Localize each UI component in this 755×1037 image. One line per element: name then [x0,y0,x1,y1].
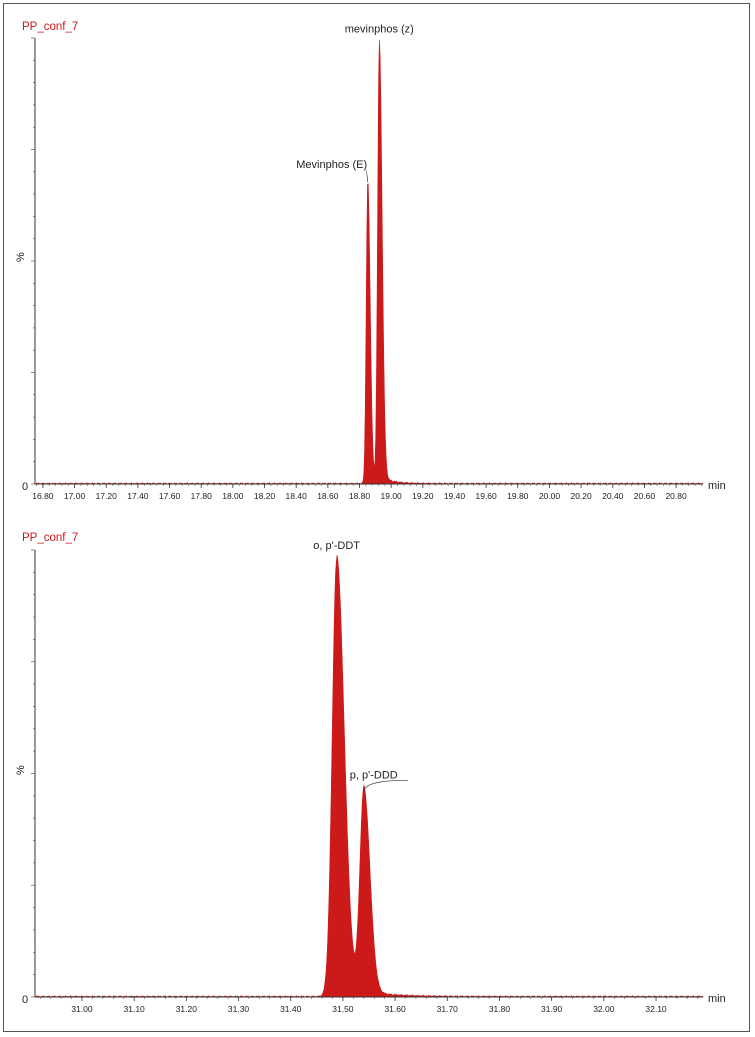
x-tick-label: 19.80 [507,491,529,501]
x-tick-label: 20.20 [570,491,592,501]
x-tick-label: 31.30 [228,1004,250,1014]
x-tick-label: 20.40 [602,491,624,501]
x-tick-label: 18.60 [317,491,339,501]
x-tick-label: 19.40 [444,491,466,501]
x-tick-label: 17.60 [159,491,181,501]
y-axis-label: % [15,765,27,775]
x-tick-label: 31.00 [71,1004,93,1014]
peak-label-leader [365,169,369,183]
x-tick-label: 17.00 [64,491,86,501]
x-tick-label: 31.40 [280,1004,302,1014]
x-tick-label: 31.80 [489,1004,511,1014]
x-tick-label: 32.10 [645,1004,667,1014]
peak-label: p, p'-DDD [350,769,398,781]
x-tick-label: 19.60 [475,491,497,501]
x-tick-label: 18.20 [254,491,276,501]
x-tick-label: 19.00 [381,491,403,501]
y-axis-label: % [15,252,27,262]
x-axis-unit-label: min [708,480,726,492]
chromatogram-panel-bottom: PP_conf_7 % 0 min 31.00 31.10 31.20 31.30 31… [15,532,726,1014]
x-tick-label: 17.40 [127,491,149,501]
panel-title: PP_conf_7 [22,21,78,33]
x-tick-label: 20.00 [539,491,561,501]
x-tick-label: 32.00 [593,1004,615,1014]
chromatogram-trace [35,39,704,485]
x-tick-label: 20.60 [634,491,656,501]
x-tick-label: 31.60 [384,1004,406,1014]
x-tick-label: 31.90 [541,1004,563,1014]
x-tick-label: 31.70 [437,1004,459,1014]
x-tick-label: 18.80 [349,491,371,501]
x-axis-unit-label: min [708,993,726,1005]
x-tick-label: 19.20 [412,491,434,501]
y-zero-label: 0 [22,994,28,1006]
x-tick-label: 17.80 [191,491,213,501]
x-tick-label: 31.50 [332,1004,354,1014]
x-tick-label: 31.10 [124,1004,146,1014]
panel-title: PP_conf_7 [22,532,78,544]
x-tick-label: 20.80 [665,491,687,501]
plot-area: 16.80 17.00 17.20 17.40 17.60 17.80 18.00 18.20… [31,23,704,501]
x-tick-label: 31.20 [176,1004,198,1014]
x-tick-label: 17.20 [96,491,118,501]
peak-label-leader [363,779,408,793]
peak-label: Mevinphos (E) [296,159,367,171]
x-tick-label: 18.40 [286,491,308,501]
peak-label: mevinphos (z) [345,23,414,35]
figure-frame [3,3,750,1032]
x-tick-label: 18.00 [222,491,244,501]
x-tick-label: 16.80 [32,491,54,501]
peak-label: o, p'-DDT [313,540,360,552]
chromatogram-panel-top: PP_conf_7 % 0 min 16.80 17.00 17.20 17.40 17… [15,21,726,501]
y-zero-label: 0 [22,481,28,493]
plot-area: 31.00 31.10 31.20 31.30 31.40 31.50 31.60 31.70… [31,540,704,1014]
